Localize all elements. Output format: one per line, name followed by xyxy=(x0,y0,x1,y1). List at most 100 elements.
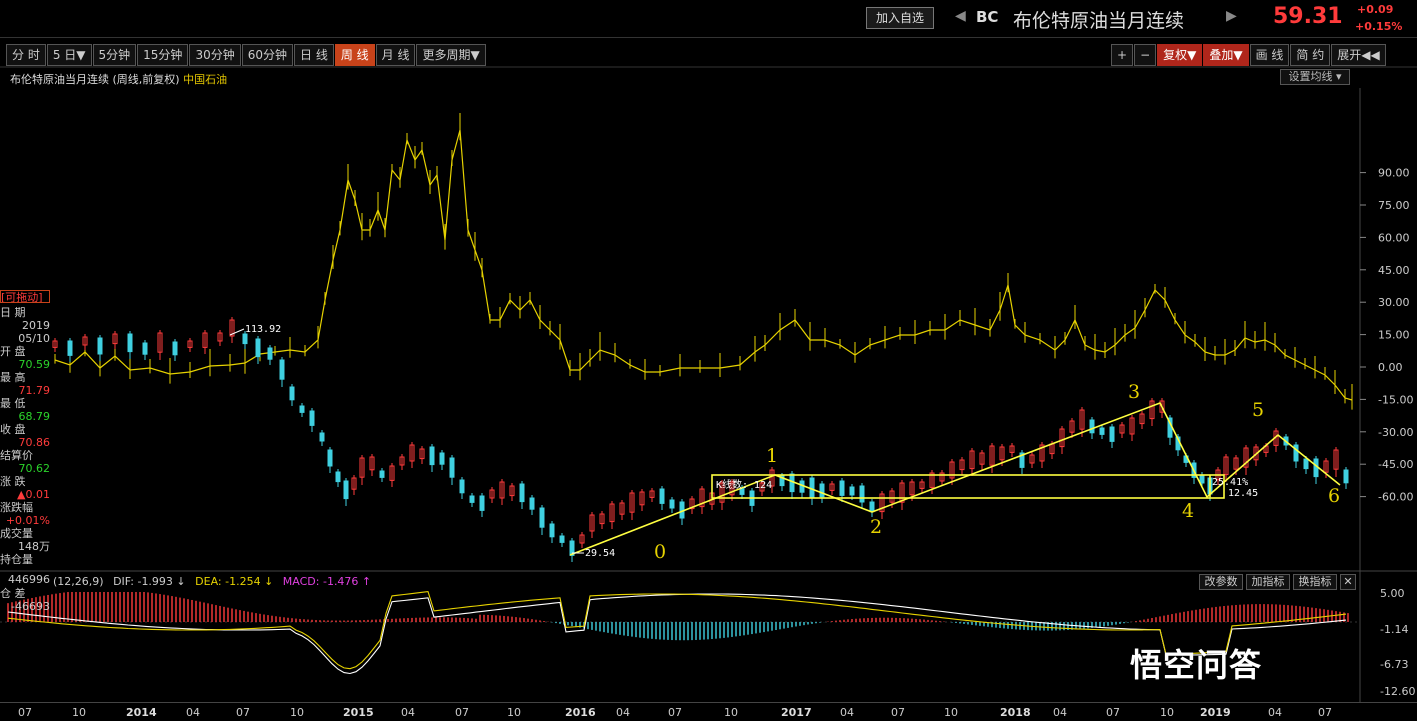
main-candle-body xyxy=(389,465,395,481)
main-candle-body xyxy=(919,481,925,489)
period-tab-1[interactable]: 5 日▼ xyxy=(46,44,92,66)
price-tick-label: -45.00 xyxy=(1378,458,1413,471)
prev-symbol-icon[interactable]: ◀ xyxy=(955,8,966,24)
toolbar-button-3[interactable]: 叠加▼ xyxy=(1203,44,1249,66)
main-candle-body xyxy=(1243,447,1249,468)
toolbar-button-4[interactable]: 画 线 xyxy=(1249,44,1290,66)
macd-axis-label: -6.73 xyxy=(1380,658,1408,671)
info-panel: [可拖动] 日 期 2019 05/10 开 盘 70.59 最 高 71.79… xyxy=(0,290,50,620)
toolbar-button-2[interactable]: 复权▼ xyxy=(1157,44,1203,66)
price-tick-label: 30.00 xyxy=(1378,296,1410,309)
main-candle-body xyxy=(112,333,118,345)
main-candle-body xyxy=(619,502,625,515)
main-candle-body xyxy=(869,501,875,513)
main-candle-body xyxy=(399,456,405,466)
main-candle-body xyxy=(519,483,525,503)
time-tick: 07 xyxy=(1318,706,1332,719)
main-candle-body xyxy=(319,432,325,442)
main-candle-body xyxy=(889,490,895,503)
time-tick: 2017 xyxy=(781,706,812,719)
main-candle-body xyxy=(589,514,595,532)
change-params-button[interactable]: 改参数 xyxy=(1199,574,1243,590)
main-candle-body xyxy=(1223,456,1229,476)
time-tick: 04 xyxy=(840,706,854,719)
main-candle-body xyxy=(1079,409,1085,430)
time-tick: 04 xyxy=(401,706,415,719)
time-tick: 07 xyxy=(668,706,682,719)
period-tab-6[interactable]: 日 线 xyxy=(294,44,334,66)
toolbar-button-1[interactable]: − xyxy=(1134,44,1157,66)
time-tick: 10 xyxy=(944,706,958,719)
period-tab-4[interactable]: 30分钟 xyxy=(189,44,241,66)
main-candle-body xyxy=(1089,419,1095,434)
top-bar xyxy=(0,0,1417,38)
main-candle-body xyxy=(529,497,535,510)
main-candle-body xyxy=(559,535,565,543)
add-to-watchlist-button[interactable]: 加入自选 xyxy=(866,7,934,29)
macd-legend: (12,26,9) DIF: -1.993 ↓ DEA: -1.254 ↓ MA… xyxy=(5,575,371,588)
time-tick: 2016 xyxy=(565,706,596,719)
period-tab-9[interactable]: 更多周期▼ xyxy=(416,44,486,66)
time-tick: 04 xyxy=(1268,706,1282,719)
main-candle-body xyxy=(729,481,735,496)
drag-handle[interactable]: [可拖动] xyxy=(0,290,50,303)
open-label: 开 盘 xyxy=(0,345,26,358)
period-tab-8[interactable]: 月 线 xyxy=(375,44,416,66)
main-candle-body xyxy=(82,336,88,346)
price-tick-label: 75.00 xyxy=(1378,199,1410,212)
toolbar-button-6[interactable]: 展开◀◀ xyxy=(1331,44,1386,66)
main-candle-body xyxy=(409,444,415,462)
main-candle-body xyxy=(1119,424,1125,434)
main-candle-body xyxy=(172,341,178,356)
main-candle-body xyxy=(52,340,58,348)
main-candle-body xyxy=(67,340,73,356)
main-candle-body xyxy=(1233,457,1239,470)
change-value: ▲0.01 xyxy=(17,488,50,501)
toolbar-button-0[interactable]: + xyxy=(1111,44,1134,66)
period-tab-3[interactable]: 15分钟 xyxy=(137,44,189,66)
main-candle-body xyxy=(1139,413,1145,425)
period-tab-7[interactable]: 周 线 xyxy=(334,44,375,66)
next-symbol-icon[interactable]: ▶ xyxy=(1226,8,1237,24)
wave-label-2: 2 xyxy=(870,516,882,538)
close-indicator-icon[interactable]: ✕ xyxy=(1340,574,1356,590)
main-candle-body xyxy=(419,448,425,460)
main-candle-body xyxy=(127,333,133,353)
swap-indicator-button[interactable]: 换指标 xyxy=(1293,574,1337,590)
main-candle-body xyxy=(629,492,635,513)
range-value-label: 12.45 xyxy=(1228,488,1258,499)
time-tick: 07 xyxy=(891,706,905,719)
main-candle-body xyxy=(1019,452,1025,468)
time-tick: 07 xyxy=(18,706,32,719)
oi-value: 446996 xyxy=(8,573,50,586)
main-candle-body xyxy=(1099,427,1105,435)
oi-diff-value: -46693 xyxy=(11,600,50,613)
time-tick: 2014 xyxy=(126,706,157,719)
wave-label-6: 6 xyxy=(1328,485,1340,507)
main-candle-body xyxy=(242,333,248,345)
toolbar-button-5[interactable]: 简 约 xyxy=(1290,44,1331,66)
time-axis: 07 10 2014 04 07 10 2015 04 07 10 2016 04 07 10 2017 04… xyxy=(0,702,1417,721)
main-candle-body xyxy=(343,480,349,500)
price-tick-label: -30.00 xyxy=(1378,426,1413,439)
add-indicator-button[interactable]: 加指标 xyxy=(1246,574,1290,590)
macd-value: MACD: -1.476 ↑ xyxy=(282,575,372,588)
macd-dea-line xyxy=(7,591,1347,670)
main-candle-body xyxy=(97,337,103,355)
pct-label: 涨跌幅 xyxy=(0,501,33,514)
main-candle-body xyxy=(719,482,725,503)
period-tab-5[interactable]: 60分钟 xyxy=(241,44,293,66)
ma-settings-button[interactable]: 设置均线 ▾ xyxy=(1280,69,1350,85)
period-tab-2[interactable]: 5分钟 xyxy=(92,44,137,66)
period-tab-0[interactable]: 分 时 xyxy=(6,44,46,66)
main-candle-body xyxy=(1039,444,1045,462)
main-candle-body xyxy=(539,507,545,528)
close-value: 70.86 xyxy=(18,436,51,449)
time-tick: 04 xyxy=(1053,706,1067,719)
pct-range-label: 25.41% xyxy=(1212,477,1248,488)
main-candle-body xyxy=(989,445,995,466)
symbol-code: BC xyxy=(976,8,999,26)
main-candle-body xyxy=(439,452,445,465)
main-candle-body xyxy=(489,489,495,499)
